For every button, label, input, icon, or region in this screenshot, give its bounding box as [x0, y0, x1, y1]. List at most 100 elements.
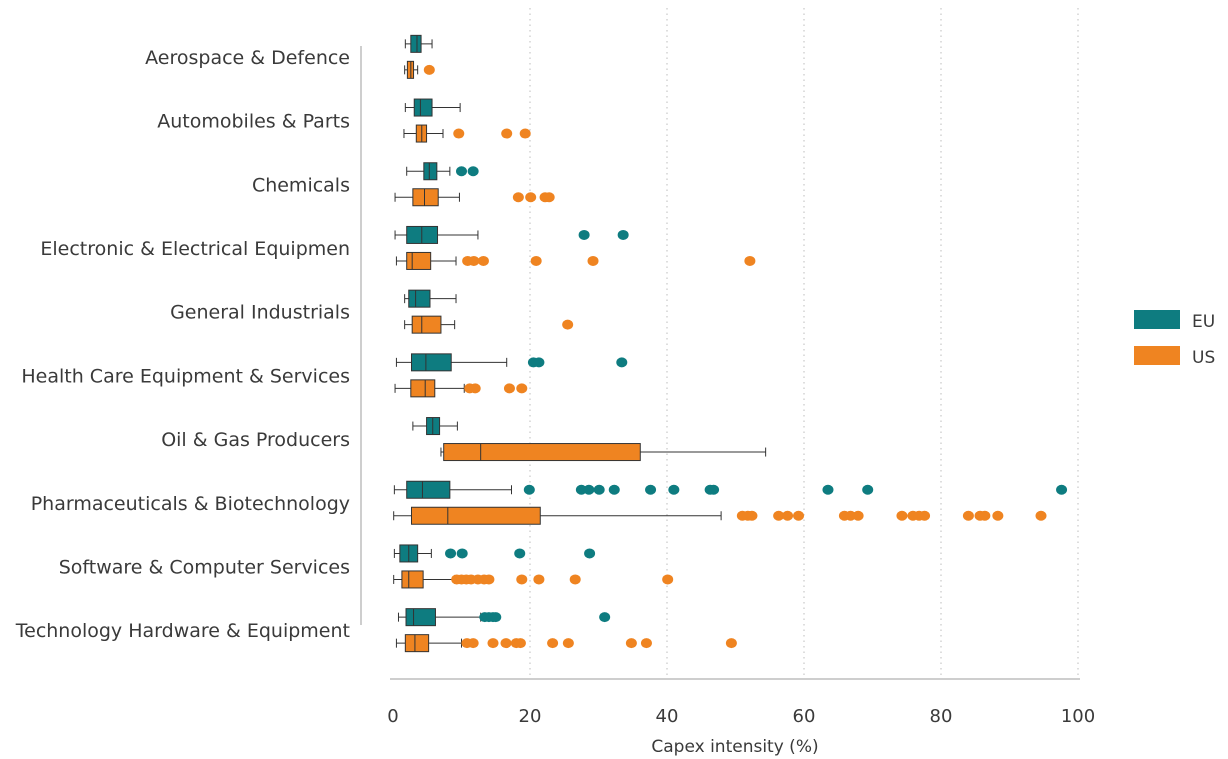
outlier-point — [569, 574, 581, 585]
category-label: Health Care Equipment & Services — [21, 365, 350, 387]
category-label: General Industrials — [170, 302, 350, 324]
outlier-point — [862, 484, 874, 495]
x-tick-label: 20 — [519, 706, 542, 727]
box-eu — [397, 608, 611, 627]
outlier-point — [746, 510, 758, 521]
outlier-point — [562, 319, 574, 330]
outlier-point — [487, 638, 499, 649]
box-eu — [404, 289, 457, 308]
x-tick-label: 60 — [793, 706, 816, 727]
outlier-point — [501, 128, 513, 139]
box-us — [403, 124, 531, 143]
outlier-point — [514, 638, 526, 649]
x-axis-ticks: 0 20 40 60 80 100 — [387, 706, 1095, 727]
category-label: Automobiles & Parts — [157, 111, 350, 133]
iqr-box — [404, 634, 430, 653]
outlier-point — [793, 510, 805, 521]
outlier-point — [467, 638, 479, 649]
box-us — [393, 570, 674, 589]
outlier-point — [992, 510, 1004, 521]
outlier-point — [1056, 484, 1068, 495]
outlier-point — [519, 128, 531, 139]
category-label: Software & Computer Services — [59, 556, 350, 578]
iqr-box — [406, 251, 432, 270]
outlier-point — [512, 192, 524, 203]
outlier-point — [523, 484, 535, 495]
box-us — [404, 315, 574, 334]
outlier-point — [593, 484, 605, 495]
outlier-point — [483, 574, 495, 585]
category-label: Aerospace & Defence — [145, 47, 350, 69]
outlier-point — [640, 638, 652, 649]
outlier-point — [547, 638, 559, 649]
outlier-point — [616, 357, 628, 368]
iqr-box — [410, 506, 541, 525]
category-labels: Aerospace & Defence Automobiles & Parts Ch… — [15, 47, 350, 642]
box-us — [393, 506, 1047, 525]
outlier-point — [575, 484, 587, 495]
iqr-box — [401, 570, 424, 589]
box-us — [440, 443, 767, 462]
category-label: Pharmaceuticals & Biotechnology — [31, 493, 350, 515]
box-us — [395, 251, 756, 270]
legend-label-us: US — [1192, 348, 1215, 368]
outlier-point — [514, 548, 526, 559]
x-tick-label: 100 — [1061, 706, 1095, 727]
box-series — [393, 34, 1068, 653]
box-us — [394, 379, 528, 398]
outlier-point — [445, 548, 457, 559]
outlier-point — [587, 255, 599, 266]
outlier-point — [516, 383, 528, 394]
box-eu — [393, 544, 596, 563]
outlier-point — [467, 166, 479, 177]
category-label: Chemicals — [252, 174, 350, 196]
iqr-box — [408, 289, 431, 308]
outlier-point — [708, 484, 720, 495]
iqr-box — [406, 480, 451, 499]
outlier-point — [533, 574, 545, 585]
box-eu — [404, 34, 433, 53]
outlier-point — [525, 192, 537, 203]
outlier-point — [599, 612, 611, 623]
outlier-point — [468, 255, 480, 266]
outlier-point — [962, 510, 974, 521]
x-axis-title: Capex intensity (%) — [651, 737, 818, 757]
outlier-point — [822, 484, 834, 495]
outlier-point — [782, 510, 794, 521]
outlier-point — [668, 484, 680, 495]
box-us — [394, 188, 555, 207]
outlier-point — [530, 255, 542, 266]
grid-lines — [529, 8, 1079, 679]
outlier-point — [469, 383, 481, 394]
iqr-box — [443, 443, 641, 462]
box-us — [404, 60, 435, 79]
outlier-point — [456, 548, 468, 559]
outlier-point — [645, 484, 657, 495]
outlier-point — [562, 638, 574, 649]
outlier-point — [453, 128, 465, 139]
outlier-point — [896, 510, 908, 521]
legend-swatch-us — [1134, 346, 1180, 365]
box-eu — [393, 480, 1068, 499]
outlier-point — [625, 638, 637, 649]
box-eu — [412, 417, 458, 436]
iqr-box — [410, 353, 452, 372]
iqr-box — [410, 379, 436, 398]
outlier-point — [500, 638, 512, 649]
outlier-point — [583, 484, 595, 495]
category-label: Oil & Gas Producers — [161, 429, 350, 451]
outlier-point — [773, 510, 785, 521]
outlier-point — [490, 612, 502, 623]
iqr-box — [410, 34, 422, 53]
outlier-point — [744, 255, 756, 266]
outlier-point — [608, 484, 620, 495]
box-eu — [404, 98, 461, 117]
iqr-box — [423, 162, 438, 181]
category-label: Electronic & Electrical Equipmen — [40, 238, 350, 260]
box-eu — [394, 225, 629, 244]
outlier-point — [662, 574, 674, 585]
x-tick-label: 80 — [930, 706, 953, 727]
legend-label-eu: EU — [1192, 312, 1215, 332]
category-label: Technology Hardware & Equipment — [15, 620, 350, 642]
